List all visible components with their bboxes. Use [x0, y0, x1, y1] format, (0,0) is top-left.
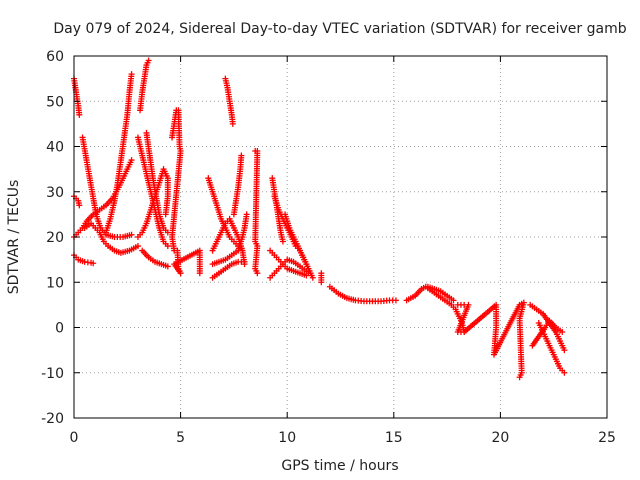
- data-point: [128, 71, 135, 78]
- series-arc-b: [71, 193, 83, 209]
- series-arc-l: [139, 247, 171, 270]
- series-arc-ac: [535, 319, 568, 376]
- data-point: [254, 270, 261, 277]
- series-arc-z: [424, 283, 457, 304]
- series-arc-k: [134, 166, 171, 240]
- series-scatter-w: [318, 270, 325, 286]
- data-point: [309, 274, 316, 281]
- series-scatter-z: [454, 299, 527, 381]
- y-tick-label: 20: [46, 230, 64, 246]
- series-scatter-r: [252, 148, 261, 277]
- data-point: [164, 263, 171, 270]
- data-point: [561, 347, 568, 354]
- y-tick-label: 40: [46, 140, 64, 156]
- data-point: [559, 329, 566, 336]
- data-point: [128, 231, 135, 238]
- x-tick-label: 5: [176, 430, 185, 446]
- data-point: [145, 57, 152, 64]
- series-arc-h: [137, 57, 152, 114]
- x-tick-label: 10: [278, 430, 296, 446]
- data-point: [90, 260, 97, 267]
- x-tick-label: 15: [385, 430, 403, 446]
- y-tick-label: 50: [46, 94, 64, 110]
- y-tick-label: -20: [41, 411, 64, 427]
- series-scatter-mid: [169, 107, 203, 277]
- series-arc-d: [71, 252, 97, 267]
- series-arc-n: [222, 75, 236, 127]
- x-tick-label: 25: [598, 430, 616, 446]
- data-point: [76, 111, 83, 118]
- series-arc-a: [71, 75, 83, 118]
- grid-lines: [74, 56, 607, 418]
- x-tick-label: 0: [70, 430, 79, 446]
- series-arc-e: [79, 134, 135, 240]
- x-axis-label: GPS time / hours: [281, 458, 398, 474]
- data-point: [279, 238, 286, 245]
- series-arc-q: [209, 211, 250, 268]
- data-point: [392, 297, 399, 304]
- data-point: [164, 243, 171, 250]
- series-arc-g: [102, 71, 135, 236]
- data-point: [318, 279, 325, 286]
- x-tick-label: 20: [491, 430, 509, 446]
- data-point: [561, 369, 568, 376]
- data-point: [134, 243, 141, 250]
- y-tick-label: 60: [46, 49, 64, 65]
- data-point: [128, 157, 135, 164]
- data-point: [241, 258, 248, 265]
- series-arc-w: [282, 211, 310, 268]
- series-arc-x: [326, 283, 399, 305]
- series-arc-p: [209, 258, 248, 281]
- x-tick-labels: 0 5 10 15 20 25: [70, 430, 616, 446]
- data-point: [303, 261, 310, 268]
- data-point: [516, 374, 523, 381]
- data-point: [450, 297, 457, 304]
- series-arc-r: [230, 152, 245, 218]
- y-tick-label: 10: [46, 275, 64, 291]
- y-tick-label: 30: [46, 185, 64, 201]
- y-tick-label: 0: [55, 321, 64, 337]
- chart-title: Day 079 of 2024, Sidereal Day-to-day VTE…: [53, 21, 626, 37]
- data-point: [229, 120, 236, 127]
- axis-ticks: [73, 55, 608, 419]
- y-axis-label: SDTVAR / TECUs: [6, 180, 22, 295]
- series-arc-f: [81, 220, 141, 256]
- data-point: [243, 211, 250, 218]
- data-points: [71, 57, 568, 381]
- data-point: [196, 270, 203, 277]
- y-tick-label: -10: [41, 366, 64, 382]
- data-point: [162, 211, 169, 218]
- series-arc-t: [267, 247, 310, 279]
- data-point: [238, 152, 245, 159]
- plot-frame: [73, 55, 608, 419]
- y-tick-labels: -20 -10 0 10 20 30 40 50 60: [41, 49, 64, 427]
- data-point: [76, 202, 83, 209]
